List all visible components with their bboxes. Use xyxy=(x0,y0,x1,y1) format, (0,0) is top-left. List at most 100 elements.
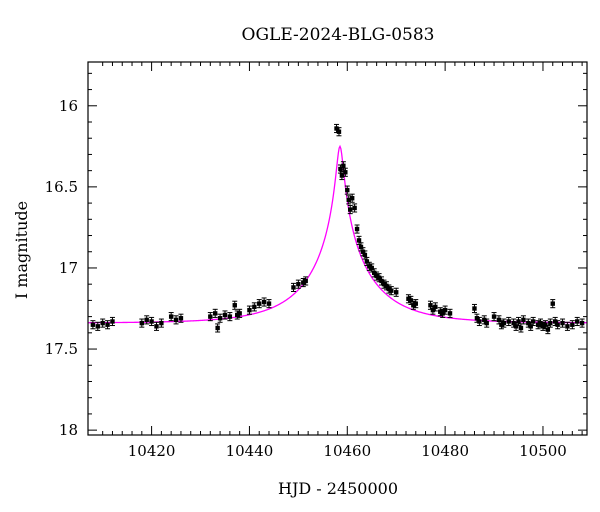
y-tick-label: 18 xyxy=(59,421,78,439)
data-point xyxy=(360,249,366,254)
y-tick-label: 17.5 xyxy=(45,340,78,358)
data-point xyxy=(543,322,548,327)
data-point xyxy=(362,252,368,258)
data-point xyxy=(516,319,521,324)
data-point xyxy=(356,238,362,243)
data-point xyxy=(154,324,159,329)
data-point xyxy=(100,320,105,326)
data-point xyxy=(472,306,477,311)
data-point xyxy=(301,280,306,285)
data-point xyxy=(579,320,585,326)
data-point xyxy=(411,303,416,308)
data-point xyxy=(178,316,184,321)
data-point xyxy=(555,322,560,327)
data-point xyxy=(433,304,438,310)
data-point xyxy=(550,301,555,306)
data-point xyxy=(386,286,392,292)
x-axis-label: HJD - 2450000 xyxy=(278,479,398,498)
data-point xyxy=(381,281,387,287)
x-tick-label: 10440 xyxy=(226,442,274,460)
data-point xyxy=(538,320,543,326)
x-tick-label: 10480 xyxy=(421,442,469,460)
plot-frame xyxy=(87,61,588,436)
data-point xyxy=(528,324,533,329)
data-point xyxy=(261,299,267,305)
data-point xyxy=(482,317,487,323)
x-tick-label: 10460 xyxy=(323,442,371,460)
data-point xyxy=(565,324,570,329)
y-tick-label: 17 xyxy=(59,259,78,277)
model-curve xyxy=(88,144,587,324)
data-point xyxy=(212,311,218,316)
y-tick-label: 16 xyxy=(59,97,78,115)
data-point xyxy=(257,301,262,306)
data-point xyxy=(374,273,379,279)
data-point xyxy=(560,320,565,326)
data-point xyxy=(217,316,223,321)
data-point xyxy=(168,314,174,319)
data-point xyxy=(346,197,351,203)
model-curve-group xyxy=(88,144,587,324)
data-point xyxy=(428,303,433,308)
data-point xyxy=(521,317,526,323)
data-point xyxy=(364,259,370,264)
data-point xyxy=(491,314,497,319)
x-tick-label: 10420 xyxy=(128,442,176,460)
chart-title: OGLE-2024-BLG-0583 xyxy=(242,25,435,45)
data-point xyxy=(506,319,511,324)
data-point xyxy=(511,320,516,326)
data-point xyxy=(575,319,580,324)
data-point xyxy=(215,325,220,331)
data-point xyxy=(406,296,411,301)
data-point xyxy=(430,307,436,313)
data-point xyxy=(513,324,519,329)
data-point xyxy=(438,309,443,314)
data-point xyxy=(530,319,536,324)
data-points-group xyxy=(90,123,585,335)
data-point xyxy=(105,322,110,327)
data-point xyxy=(384,283,389,288)
data-point xyxy=(553,319,558,324)
data-point xyxy=(345,187,350,193)
data-point xyxy=(474,316,480,321)
data-point xyxy=(371,270,377,276)
data-point xyxy=(343,170,348,175)
data-point xyxy=(354,226,360,232)
data-point xyxy=(484,320,489,326)
data-point xyxy=(341,163,346,168)
data-point xyxy=(545,327,551,332)
data-point xyxy=(159,320,164,326)
data-point xyxy=(570,322,575,327)
data-point xyxy=(389,288,394,293)
data-point xyxy=(252,304,257,310)
data-point xyxy=(95,324,100,329)
data-point xyxy=(518,325,524,331)
data-point xyxy=(379,278,384,284)
data-point xyxy=(548,320,553,326)
data-point xyxy=(394,290,399,295)
data-point xyxy=(144,317,149,323)
data-point xyxy=(90,322,96,327)
data-point xyxy=(334,126,339,131)
axis-ticks: 10420 10440 10460 10480 10500 16 16.5 17 17.5 18 xyxy=(45,62,587,460)
data-point xyxy=(408,298,414,303)
data-point xyxy=(338,166,343,172)
data-point xyxy=(237,311,242,316)
data-point xyxy=(149,319,154,324)
data-point xyxy=(413,301,418,306)
data-point xyxy=(376,275,382,280)
data-point xyxy=(303,278,308,284)
data-point xyxy=(235,312,240,318)
data-point xyxy=(447,311,453,316)
data-point xyxy=(369,265,374,271)
data-point xyxy=(291,285,296,290)
data-point xyxy=(349,196,355,201)
data-point xyxy=(499,322,504,327)
data-point xyxy=(110,319,115,324)
data-point xyxy=(496,317,502,323)
data-point xyxy=(501,320,507,326)
data-point xyxy=(173,317,179,323)
data-point xyxy=(526,320,531,326)
data-point xyxy=(540,324,546,329)
